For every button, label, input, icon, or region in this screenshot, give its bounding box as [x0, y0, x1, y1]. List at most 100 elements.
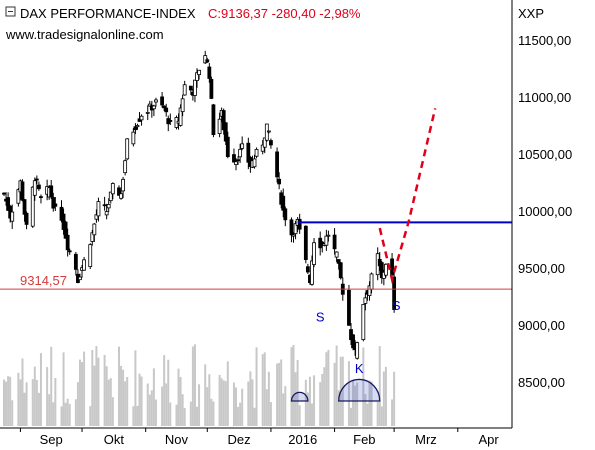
volume-bar	[362, 347, 365, 426]
volume-bar	[181, 394, 184, 426]
volume-bar	[167, 359, 170, 426]
candle-body	[178, 107, 183, 126]
volume-bar	[3, 379, 5, 426]
x-axis: Sep Okt Nov Dez 2016 Feb Mrz Apr	[19, 428, 499, 447]
candle-body	[24, 212, 29, 225]
volume-bar	[62, 352, 65, 426]
source-url: www.tradesignalonline.com	[5, 27, 164, 42]
volume-bar	[354, 385, 357, 426]
volume-bar	[163, 355, 166, 426]
volume-bar	[253, 407, 256, 426]
volume-bar	[39, 353, 42, 426]
candle-body	[390, 258, 394, 276]
volume-bar	[294, 372, 297, 426]
volume-bar	[310, 403, 313, 426]
title-group: DAX PERFORMANCE-INDEX C:9136,37 -280,40 …	[5, 6, 544, 42]
candle-body	[205, 59, 210, 63]
candle-body	[297, 218, 302, 230]
candle-body	[361, 303, 366, 340]
volume-bar	[368, 380, 371, 426]
candle-body	[293, 223, 298, 235]
volume-bar	[31, 379, 34, 426]
volume-bar	[347, 361, 350, 426]
currency-code: XXP	[518, 6, 544, 21]
volume-bar	[364, 394, 367, 426]
volume-bar	[308, 376, 311, 426]
candle-body	[207, 66, 212, 79]
volume-bar	[74, 399, 77, 426]
volume-bar	[306, 392, 309, 426]
candle-body	[133, 126, 138, 131]
candle-body	[209, 78, 214, 99]
collapse-box-icon[interactable]	[5, 6, 16, 17]
volume-bar	[193, 344, 196, 426]
candle-body	[117, 187, 121, 196]
candle-body	[67, 250, 72, 253]
volume-bar	[107, 379, 110, 426]
candle-body	[164, 107, 169, 113]
volume-bar	[224, 381, 227, 426]
candle-body	[211, 104, 216, 135]
volume-bar	[109, 378, 112, 426]
candle-body	[106, 204, 111, 209]
candle-body	[10, 211, 15, 222]
candle-body	[324, 235, 329, 246]
volume-bar	[265, 389, 268, 426]
candle-body	[332, 234, 337, 250]
volume-bar	[76, 382, 79, 426]
volume-dome	[338, 378, 381, 402]
volume-bar	[9, 376, 12, 426]
volume-bar	[276, 363, 279, 426]
volume-bar	[249, 371, 252, 426]
x-tick-label: Dez	[228, 432, 251, 447]
candle-body	[312, 242, 316, 265]
volume-bar	[247, 381, 250, 426]
candle-body	[151, 105, 156, 110]
volume-bar	[282, 393, 285, 426]
volume-bar	[52, 402, 55, 426]
candle-body	[252, 158, 257, 168]
volume-bar	[19, 379, 22, 426]
candle-body	[131, 131, 136, 145]
volume-bar	[177, 368, 180, 426]
y-tick-label: 8500,00	[518, 375, 565, 390]
volume-bar	[251, 379, 254, 426]
volume-bar	[319, 382, 322, 426]
volume-bar	[237, 406, 240, 426]
candle-body	[108, 191, 113, 202]
candle-body	[277, 178, 282, 185]
volume-bar	[212, 401, 215, 426]
candle-body	[283, 208, 288, 221]
candle-body	[6, 197, 11, 211]
candle-body	[135, 125, 140, 128]
volume-bar	[152, 368, 155, 426]
candle-body	[203, 55, 208, 64]
volume-bar	[111, 397, 114, 426]
volume-bar	[378, 346, 381, 426]
volume-bar	[198, 384, 201, 426]
candle-body	[78, 276, 82, 281]
volume-layer	[3, 344, 396, 426]
candle-body	[92, 223, 97, 236]
volume-dome	[290, 391, 309, 402]
candle-body	[145, 112, 150, 114]
volume-bar	[208, 374, 211, 426]
candle-body	[121, 178, 125, 192]
volume-bar	[122, 369, 125, 426]
candle-body	[234, 161, 238, 165]
candle-body	[49, 185, 54, 198]
volume-bar	[91, 350, 94, 426]
volume-bar	[325, 352, 328, 426]
volume-bar	[284, 386, 287, 426]
volume-bar	[382, 371, 385, 426]
volume-bar	[220, 378, 223, 426]
volume-bar	[54, 377, 57, 426]
volume-bar	[267, 371, 270, 426]
candle-body	[139, 115, 144, 121]
volume-bar	[263, 352, 266, 426]
volume-bar	[5, 381, 8, 426]
volume-bar	[204, 364, 207, 426]
volume-bar	[146, 383, 149, 426]
candle-body	[193, 79, 197, 96]
volume-bar	[93, 365, 96, 426]
